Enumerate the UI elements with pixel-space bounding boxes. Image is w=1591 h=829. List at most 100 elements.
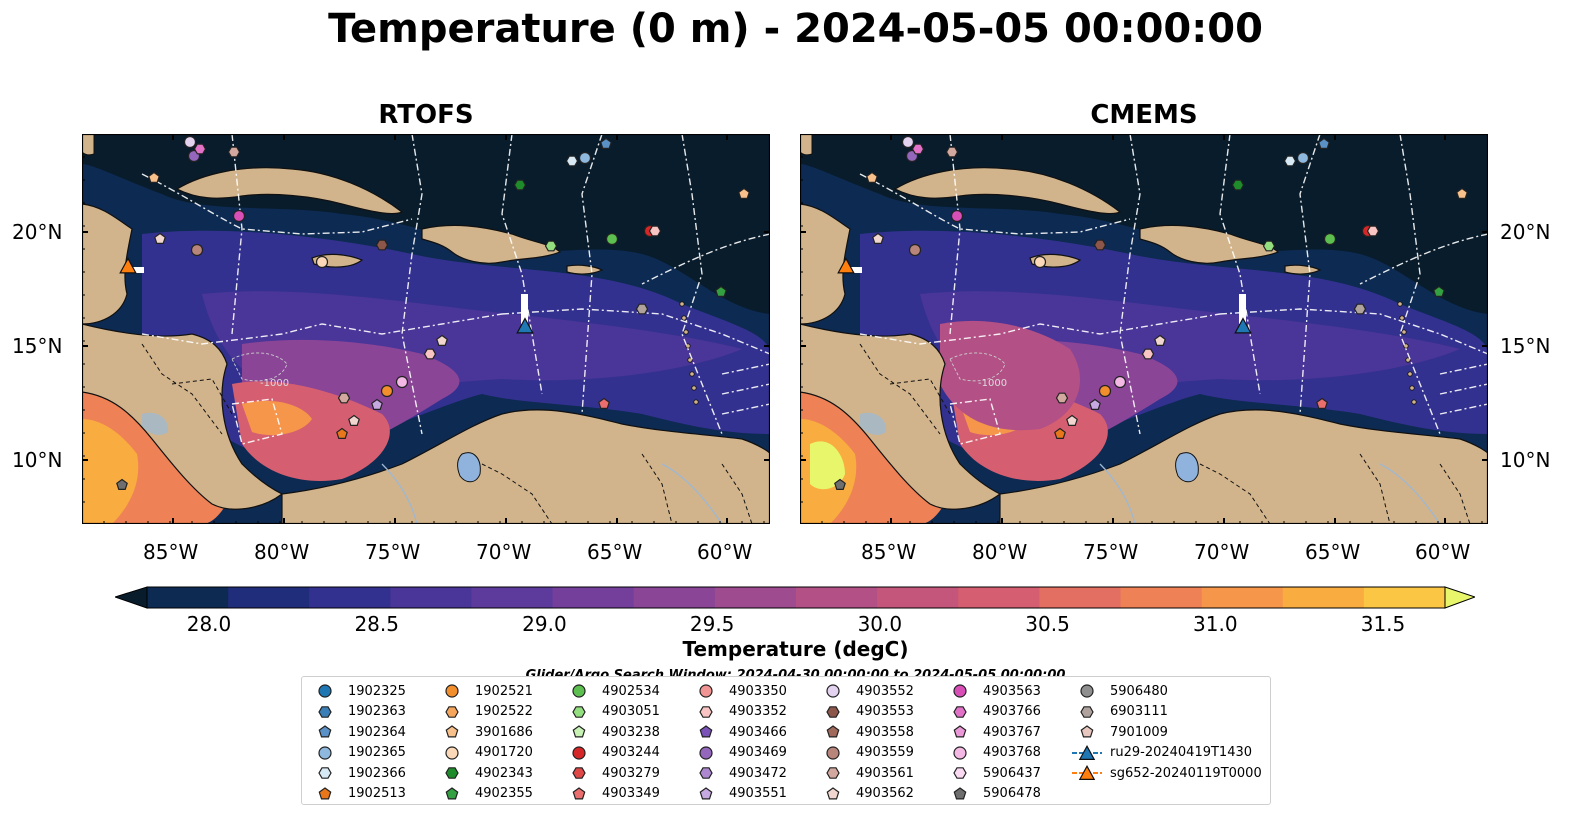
colorbar-segment <box>958 587 1040 608</box>
contour-label: -1000 <box>978 378 1007 389</box>
island <box>1401 329 1407 335</box>
legend-marker-icon <box>1080 705 1094 718</box>
island <box>1399 315 1405 321</box>
argo-float-4903553 <box>375 239 389 251</box>
legend-marker-icon <box>572 767 586 779</box>
pacific-hottest-patch <box>810 441 845 490</box>
legend-marker-icon <box>953 684 967 698</box>
glider-track <box>521 294 528 324</box>
legend-float-icon <box>826 767 840 779</box>
panel-title-rtofs: RTOFS <box>378 100 474 130</box>
lon-tick-label: 65°W <box>1305 540 1361 564</box>
eez-boundary <box>681 134 723 435</box>
colorbar-frame <box>146 586 1446 609</box>
legend-marker-icon <box>318 745 332 760</box>
glider-ru29-20240419T1430 <box>1234 317 1252 334</box>
axes-frame <box>82 134 770 524</box>
legend-item: 4903551 <box>691 784 787 804</box>
legend-marker-icon <box>572 725 586 738</box>
colorbar-segment <box>877 587 959 608</box>
legend-float-icon <box>953 705 967 718</box>
argo-float-4902534 <box>605 232 619 246</box>
legend-float-icon <box>445 684 459 698</box>
legend-float-icon <box>572 786 586 799</box>
legend-item: 4903562 <box>818 784 914 804</box>
colorbar-segment <box>714 587 797 608</box>
legend-marker-icon <box>953 745 967 760</box>
argo-float-4902343 <box>1231 179 1245 191</box>
argo-float-3901686 <box>738 187 750 200</box>
colorbar-segment <box>1282 587 1365 608</box>
argo-float-1902521 <box>1098 384 1112 398</box>
colorbar-max-extend <box>1444 586 1475 609</box>
legend-item: 4903244 <box>564 743 660 763</box>
legend-item: 5906437 <box>945 763 1041 783</box>
legend-item: 4903472 <box>691 763 787 783</box>
legend-marker-icon <box>572 745 586 760</box>
legend-marker-icon <box>318 725 332 738</box>
argo-float-4903551 <box>1089 398 1101 410</box>
eez-boundary <box>581 134 603 415</box>
country-border <box>641 453 673 524</box>
lat-tick-label: 20°N <box>1500 220 1551 244</box>
panel-title-cmems: CMEMS <box>1090 100 1198 130</box>
argo-float-6903111 <box>635 303 649 315</box>
legend-item: 1902364 <box>310 722 406 742</box>
legend-label: 4903559 <box>856 745 914 760</box>
legend-label: 1902364 <box>348 724 406 740</box>
legend-item: 3901686 <box>437 722 533 742</box>
legend-label: 1902513 <box>348 786 406 801</box>
argo-float-4901720 <box>315 255 329 269</box>
colorbar-tick-label: 28.0 <box>186 612 232 636</box>
colorbar-tick-label: 30.5 <box>1025 612 1070 636</box>
legend-float-icon <box>572 705 586 718</box>
legend-label: 6903111 <box>1110 704 1168 719</box>
eez-boundary <box>859 313 1221 345</box>
legend-label: 4903562 <box>856 786 914 801</box>
legend-item: 4903352 <box>691 702 787 722</box>
eez-boundary <box>1439 363 1488 415</box>
lon-tick-label: 80°W <box>972 540 1028 564</box>
legend-marker-icon <box>953 705 967 718</box>
lat-tick-label: 20°N <box>12 220 63 244</box>
legend-float-icon <box>572 725 586 738</box>
hot-patch-1 <box>242 400 312 436</box>
legend-item: 1902513 <box>310 784 406 804</box>
landmass-central-america <box>82 323 284 510</box>
eez-boundary <box>949 134 961 335</box>
argo-float-1902364 <box>1318 137 1330 149</box>
legend-item: 4903279 <box>564 763 660 783</box>
legend-float-icon <box>318 767 332 779</box>
colorbar-segment <box>796 587 878 608</box>
landmass-puerto-rico <box>566 264 604 275</box>
island <box>1411 399 1417 405</box>
legend-item: 5906478 <box>945 784 1041 804</box>
legend-label: 4903558 <box>856 724 914 740</box>
argo-float-4903051 <box>1262 240 1276 252</box>
argo-float-4903562 <box>348 414 360 426</box>
river <box>381 463 418 524</box>
legend-float-icon <box>1080 684 1094 698</box>
legend-marker-icon <box>953 725 967 738</box>
legend-float-icon <box>572 767 586 779</box>
legend-label: 3901686 <box>475 724 533 740</box>
legend-marker-icon <box>445 786 459 799</box>
legend-label: 1902521 <box>475 683 533 699</box>
island <box>689 371 695 377</box>
legend-label: 7901009 <box>1110 724 1168 740</box>
argo-float-4903559 <box>908 243 922 257</box>
legend-float-icon <box>953 786 967 799</box>
eez-boundary <box>1219 308 1488 355</box>
argo-float-1902521 <box>380 384 394 398</box>
legend-float-icon <box>826 725 840 738</box>
argo-float-4903766 <box>193 143 207 155</box>
island <box>691 385 697 391</box>
lat-tick-label: 10°N <box>1500 448 1551 472</box>
legend-marker-icon <box>699 725 713 738</box>
argo-float-4903352 <box>648 225 662 237</box>
colorbar-segment <box>1039 587 1121 608</box>
eez-boundary <box>401 134 423 435</box>
lon-tick-label: 70°W <box>1194 540 1250 564</box>
argo-float-4903349 <box>1316 397 1328 409</box>
landmass-florida <box>800 134 813 156</box>
